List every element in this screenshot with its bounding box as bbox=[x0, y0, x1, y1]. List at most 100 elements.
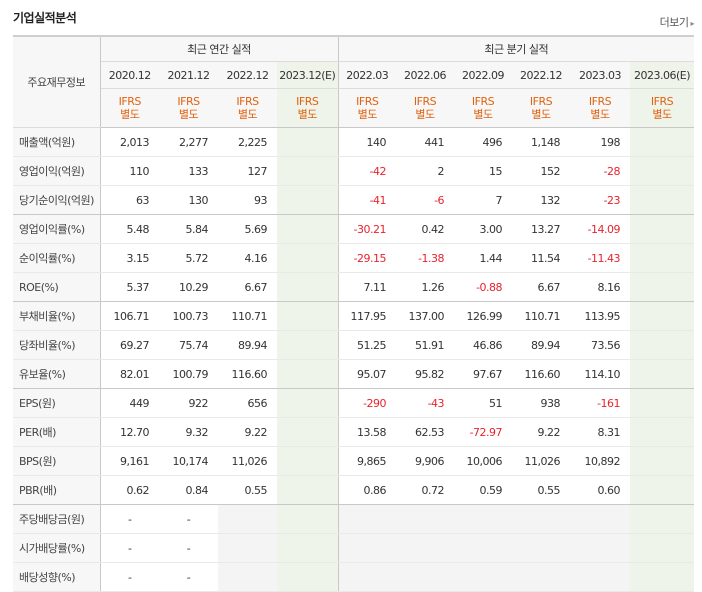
annual-value: - bbox=[100, 533, 159, 563]
quarter-value: 46.86 bbox=[454, 330, 513, 360]
quarter-value: -43 bbox=[396, 388, 455, 418]
annual-value: - bbox=[159, 533, 218, 563]
section-title: 기업실적분석 bbox=[13, 11, 77, 25]
annual-value bbox=[277, 272, 339, 302]
annual-value bbox=[277, 504, 339, 534]
annual-value: 5.84 bbox=[159, 214, 218, 244]
quarter-value: -0.88 bbox=[454, 272, 513, 302]
quarter-value: 9,906 bbox=[396, 446, 455, 476]
annual-value: 11,026 bbox=[218, 446, 277, 476]
annual-value bbox=[277, 417, 339, 447]
annual-value bbox=[218, 562, 277, 592]
annual-value: 9.32 bbox=[159, 417, 218, 447]
quarter-value: -161 bbox=[570, 388, 631, 418]
quarter-value bbox=[630, 475, 695, 505]
quarter-value: 8.16 bbox=[570, 272, 631, 302]
quarter-value: 198 bbox=[570, 127, 631, 157]
quarter-value: 126.99 bbox=[454, 301, 513, 331]
annual-group-header: 최근 연간 실적 bbox=[100, 36, 339, 62]
annual-value: 75.74 bbox=[159, 330, 218, 360]
annual-value bbox=[277, 243, 339, 273]
table-row: 시가배당률(%) - - bbox=[13, 533, 695, 563]
quarter-value: -72.97 bbox=[454, 417, 513, 447]
quarter-value: 10,006 bbox=[454, 446, 513, 476]
table-row: 당좌비율(%) 69.27 75.74 89.94 51.25 51.91 46.86 89.… bbox=[13, 330, 695, 360]
quarter-value: -29.15 bbox=[337, 243, 397, 273]
annual-value bbox=[277, 446, 339, 476]
quarter-value: 2 bbox=[396, 156, 455, 186]
accounting-basis-label: IFRS 별도 bbox=[337, 88, 397, 128]
quarter-value: -6 bbox=[396, 185, 455, 215]
more-link[interactable]: 더보기 ▸ bbox=[660, 14, 695, 30]
annual-value: 3.15 bbox=[100, 243, 159, 273]
annual-value: 656 bbox=[218, 388, 277, 418]
quarter-value bbox=[512, 504, 571, 534]
quarter-value: 7.11 bbox=[337, 272, 397, 302]
quarter-value: 11,026 bbox=[512, 446, 571, 476]
annual-value: 63 bbox=[100, 185, 159, 215]
annual-value bbox=[277, 388, 339, 418]
quarter-value: -42 bbox=[337, 156, 397, 186]
quarter-value: -28 bbox=[570, 156, 631, 186]
annual-value: - bbox=[159, 562, 218, 592]
annual-value bbox=[277, 156, 339, 186]
annual-value: 82.01 bbox=[100, 359, 159, 389]
annual-value: 0.62 bbox=[100, 475, 159, 505]
annual-value: 0.84 bbox=[159, 475, 218, 505]
row-label: 주당배당금(원) bbox=[13, 504, 101, 534]
row-label: PBR(배) bbox=[13, 475, 101, 505]
annual-period-header: 2020.12 bbox=[100, 61, 159, 89]
annual-value: 449 bbox=[100, 388, 159, 418]
row-label: 영업이익(억원) bbox=[13, 156, 101, 186]
annual-value: 4.16 bbox=[218, 243, 277, 273]
annual-value bbox=[277, 214, 339, 244]
quarter-value bbox=[630, 504, 695, 534]
annual-value: 69.27 bbox=[100, 330, 159, 360]
annual-value: 6.67 bbox=[218, 272, 277, 302]
quarter-value bbox=[630, 127, 695, 157]
row-label: 매출액(억원) bbox=[13, 127, 101, 157]
annual-value: 10,174 bbox=[159, 446, 218, 476]
annual-value bbox=[277, 185, 339, 215]
row-label: BPS(원) bbox=[13, 446, 101, 476]
row-label: 배당성향(%) bbox=[13, 562, 101, 592]
quarter-value: -30.21 bbox=[337, 214, 397, 244]
quarter-value: 95.82 bbox=[396, 359, 455, 389]
annual-value bbox=[277, 475, 339, 505]
annual-value: 2,277 bbox=[159, 127, 218, 157]
quarter-value: 1.26 bbox=[396, 272, 455, 302]
row-label: EPS(원) bbox=[13, 388, 101, 418]
annual-value: - bbox=[100, 504, 159, 534]
accounting-basis-label: IFRS 별도 bbox=[454, 88, 513, 128]
annual-value: 100.79 bbox=[159, 359, 218, 389]
annual-value: 130 bbox=[159, 185, 218, 215]
row-label: 당좌비율(%) bbox=[13, 330, 101, 360]
accounting-basis-label: IFRS 별도 bbox=[218, 88, 277, 128]
annual-value: 116.60 bbox=[218, 359, 277, 389]
quarter-value bbox=[630, 446, 695, 476]
quarter-value bbox=[630, 272, 695, 302]
annual-value bbox=[277, 533, 339, 563]
quarter-value bbox=[570, 562, 631, 592]
quarter-value: 441 bbox=[396, 127, 455, 157]
annual-value bbox=[277, 301, 339, 331]
annual-value: 100.73 bbox=[159, 301, 218, 331]
quarter-value bbox=[630, 417, 695, 447]
quarter-value: 0.42 bbox=[396, 214, 455, 244]
quarter-value: 62.53 bbox=[396, 417, 455, 447]
accounting-basis-label: IFRS 별도 bbox=[512, 88, 571, 128]
quarter-value: 0.59 bbox=[454, 475, 513, 505]
table-row: 주당배당금(원) - - bbox=[13, 504, 695, 534]
quarter-value bbox=[630, 562, 695, 592]
table-row: 영업이익(억원) 110 133 127 -42 2 15 152 -28 bbox=[13, 156, 695, 186]
quarter-value: 15 bbox=[454, 156, 513, 186]
quarter-value: 113.95 bbox=[570, 301, 631, 331]
annual-value: 5.37 bbox=[100, 272, 159, 302]
quarter-value: 114.10 bbox=[570, 359, 631, 389]
quarter-value bbox=[630, 243, 695, 273]
annual-value bbox=[218, 504, 277, 534]
quarter-value: 0.86 bbox=[337, 475, 397, 505]
quarter-value: 0.60 bbox=[570, 475, 631, 505]
row-label: 영업이익률(%) bbox=[13, 214, 101, 244]
table-row: 매출액(억원) 2,013 2,277 2,225 140 441 496 1,148 198 bbox=[13, 127, 695, 157]
